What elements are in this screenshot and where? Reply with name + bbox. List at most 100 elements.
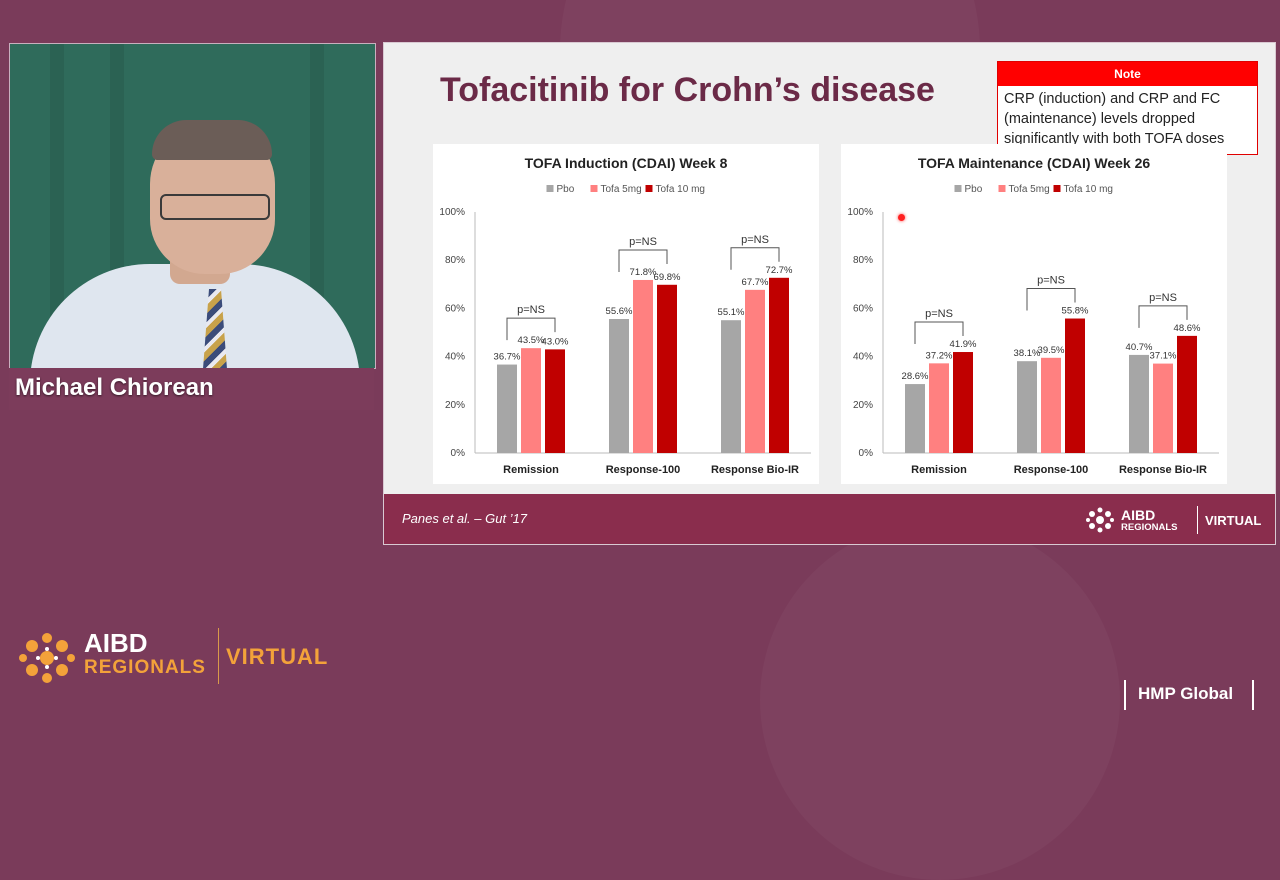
data-label: 55.8% [1062, 306, 1089, 317]
speaker-hair [152, 120, 272, 160]
legend-swatch [954, 185, 962, 192]
data-label: 36.7% [494, 352, 521, 363]
category-label: Remission [503, 464, 559, 476]
note-text: CRP (induction) and CRP and FC (maintena… [1004, 91, 1225, 147]
bar [929, 363, 949, 453]
conference-logo: AIBD REGIONALS VIRTUAL [18, 628, 348, 688]
citation: Panes et al. – Gut ’17 [402, 511, 528, 526]
bar [521, 348, 541, 453]
bar [497, 364, 517, 453]
legend-label: Tofa 10 mg [656, 184, 705, 195]
publisher-bar-right [1252, 680, 1254, 710]
data-label: 43.5% [518, 335, 545, 346]
significance-label: p=NS [1037, 275, 1065, 287]
y-tick-label: 40% [853, 352, 873, 363]
publisher-logo: HMP Global [1124, 680, 1256, 710]
bar [745, 289, 765, 453]
data-label: 71.8% [630, 267, 657, 278]
bar [1065, 318, 1085, 453]
bar [633, 279, 653, 453]
significance-label: p=NS [925, 308, 953, 320]
maintenance-chart: TOFA Maintenance (CDAI) Week 26 Pbo Tofa 5… [841, 144, 1227, 484]
bar [545, 349, 565, 453]
footer-brand-regionals: REGIONALS [1121, 522, 1178, 533]
significance-bracket [914, 321, 964, 345]
note-header: Note [998, 62, 1257, 86]
data-label: 55.6% [606, 306, 633, 317]
bar [769, 277, 789, 453]
data-label: 55.1% [718, 307, 745, 318]
chart-title: TOFA Induction (CDAI) Week 8 [525, 155, 728, 171]
y-tick-label: 0% [859, 448, 874, 459]
category-label: Response Bio-IR [711, 464, 799, 476]
logo-aibd: AIBD [84, 628, 148, 658]
significance-label: p=NS [629, 236, 657, 248]
bar [953, 352, 973, 453]
maintenance-chart-svg: TOFA Maintenance (CDAI) Week 26 Pbo Tofa 5… [847, 155, 1219, 476]
bar [1129, 354, 1149, 453]
chart-title: TOFA Maintenance (CDAI) Week 26 [918, 155, 1151, 171]
footer-virtual: VIRTUAL [1205, 513, 1262, 528]
data-label: 39.5% [1038, 345, 1065, 356]
data-label: 69.8% [654, 272, 681, 283]
legend-label: Tofa 10 mg [1064, 184, 1113, 195]
y-tick-label: 80% [445, 255, 465, 266]
slide-title: Tofacitinib for Crohn’s disease [440, 71, 935, 109]
y-tick-label: 80% [853, 255, 873, 266]
legend-label: Tofa 5mg [1009, 184, 1050, 195]
y-tick-label: 60% [445, 303, 465, 314]
category-label: Response-100 [606, 464, 681, 476]
speaker-video [9, 43, 376, 369]
bar [721, 320, 741, 453]
y-tick-label: 100% [847, 207, 873, 218]
data-label: 43.0% [542, 336, 569, 347]
bar [1041, 357, 1061, 453]
legend-swatch [590, 185, 598, 192]
legend-label: Pbo [557, 184, 575, 195]
bar [1153, 363, 1173, 453]
presentation-slide: Tofacitinib for Crohn’s disease Note CRP… [383, 42, 1276, 545]
data-label: 67.7% [742, 277, 769, 288]
category-label: Response Bio-IR [1119, 464, 1207, 476]
category-label: Remission [911, 464, 967, 476]
bar [1177, 335, 1197, 453]
footer-brand-aibd: AIBD [1121, 507, 1156, 523]
note-box: Note CRP (induction) and CRP and FC (mai… [997, 61, 1258, 155]
data-label: 41.9% [950, 339, 977, 350]
data-label: 37.1% [1150, 351, 1177, 362]
y-tick-label: 60% [853, 303, 873, 314]
y-tick-label: 100% [439, 207, 465, 218]
legend-swatch [1053, 185, 1061, 192]
legend-swatch [546, 185, 554, 192]
speaker-name: Michael Chiorean [15, 374, 214, 401]
laser-pointer-dot [898, 214, 905, 221]
aibd-dots-icon [1086, 507, 1114, 533]
slide-footer: Panes et al. – Gut ’17 AIBD REGIONALS VI… [384, 494, 1275, 544]
bar [1017, 361, 1037, 453]
data-label: 37.2% [926, 350, 953, 361]
footer-divider [1197, 506, 1198, 534]
significance-bracket [1026, 288, 1076, 311]
significance-label: p=NS [741, 234, 769, 246]
significance-bracket [730, 247, 780, 270]
publisher-name: HMP Global [1138, 684, 1234, 703]
speaker-glasses [160, 194, 270, 220]
induction-chart: TOFA Induction (CDAI) Week 8 Pbo Tofa 5mg T… [433, 144, 819, 484]
data-label: 38.1% [1014, 348, 1041, 359]
publisher-bar-left [1124, 680, 1126, 710]
y-tick-label: 40% [445, 352, 465, 363]
footer-logo: AIBD REGIONALS VIRTUAL [1085, 506, 1261, 534]
data-label: 48.6% [1174, 323, 1201, 334]
bar [609, 319, 629, 453]
category-label: Response-100 [1014, 464, 1089, 476]
significance-bracket [506, 317, 556, 341]
induction-chart-svg: TOFA Induction (CDAI) Week 8 Pbo Tofa 5mg T… [439, 155, 811, 476]
background-circle [760, 520, 1120, 880]
speaker-name-bar: Michael Chiorean [9, 368, 374, 410]
y-tick-label: 20% [445, 400, 465, 411]
significance-bracket [618, 249, 668, 272]
significance-label: p=NS [517, 304, 545, 316]
legend-swatch [998, 185, 1006, 192]
legend-label: Pbo [965, 184, 983, 195]
logo-regionals: REGIONALS [84, 657, 206, 678]
